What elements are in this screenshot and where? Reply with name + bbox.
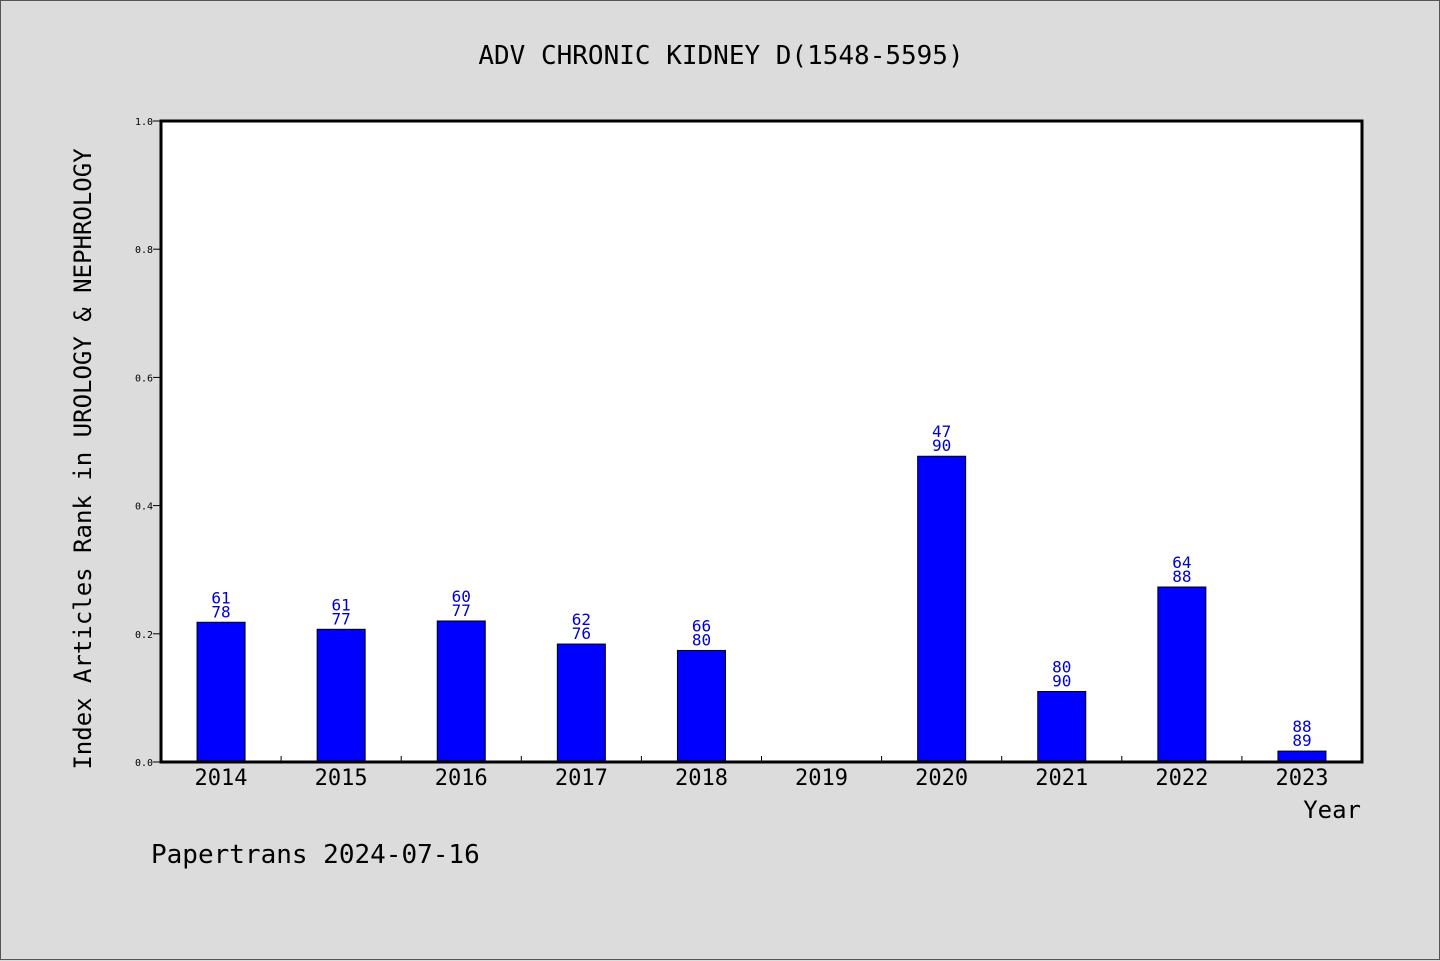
x-tick-label: 2016 xyxy=(435,766,488,791)
x-tick-label: 2020 xyxy=(915,766,968,791)
bar-2020 xyxy=(917,455,967,763)
data-label-top: 62 xyxy=(572,610,591,629)
bars-group xyxy=(196,455,1327,763)
x-axis-ticks: 2014 2015 2016 2017 2018 2019 2020 2021 2022 2023 xyxy=(195,756,1328,791)
x-tick-label: 2015 xyxy=(315,766,368,791)
x-tick-label: 2022 xyxy=(1155,766,1208,791)
data-label-top: 66 xyxy=(692,616,711,635)
y-tick-label: 1.0 xyxy=(135,117,153,128)
x-tick-label: 2021 xyxy=(1035,766,1088,791)
data-label-top: 80 xyxy=(1052,657,1071,676)
data-label-top: 61 xyxy=(211,588,230,607)
data-label-bottom: 80 xyxy=(692,630,711,649)
x-tick-label: 2019 xyxy=(795,766,848,791)
x-tick-label: 2018 xyxy=(675,766,728,791)
y-tick-label: 0.8 xyxy=(135,245,153,256)
x-axis-label: Year xyxy=(1303,796,1361,824)
data-label-bottom: 77 xyxy=(332,609,351,628)
y-axis-ticks: 0.0 0.2 0.4 0.6 0.8 1.0 xyxy=(135,117,161,769)
data-label-bottom: 78 xyxy=(211,602,230,621)
bar-2022 xyxy=(1157,586,1207,763)
plot-border xyxy=(159,119,1364,764)
bar-2018 xyxy=(676,649,726,763)
data-label-top: 60 xyxy=(452,587,471,606)
data-label-bottom: 89 xyxy=(1292,731,1311,750)
data-label-bottom: 77 xyxy=(452,601,471,620)
y-tick-label: 0.0 xyxy=(135,758,153,769)
y-axis-label: Index Articles Rank in UROLOGY & NEPHROL… xyxy=(69,148,97,770)
data-label-bottom: 90 xyxy=(932,436,951,455)
data-label-top: 47 xyxy=(932,422,951,441)
bar-2016 xyxy=(436,620,486,763)
y-tick-label: 0.2 xyxy=(135,630,153,641)
data-label-bottom: 88 xyxy=(1172,567,1191,586)
bar-2015 xyxy=(316,628,366,763)
x-tick-label: 2017 xyxy=(555,766,608,791)
chart-title: ADV CHRONIC KIDNEY D(1548-5595) xyxy=(478,41,963,71)
y-tick-label: 0.4 xyxy=(135,502,153,513)
x-tick-label: 2014 xyxy=(195,766,248,791)
bar-2017 xyxy=(556,643,606,763)
y-tick-label: 0.6 xyxy=(135,373,153,384)
bar-2023 xyxy=(1277,750,1327,763)
data-label-top: 64 xyxy=(1172,553,1191,572)
data-label-top: 88 xyxy=(1292,717,1311,736)
data-label-top: 61 xyxy=(332,595,351,614)
bar-2014 xyxy=(196,621,246,763)
footer-credit: Papertrans 2024-07-16 xyxy=(151,840,480,870)
x-tick-label: 2023 xyxy=(1275,766,1328,791)
data-label-bottom: 76 xyxy=(572,624,591,643)
bar-2021 xyxy=(1037,690,1087,763)
data-label-bottom: 90 xyxy=(1052,671,1071,690)
